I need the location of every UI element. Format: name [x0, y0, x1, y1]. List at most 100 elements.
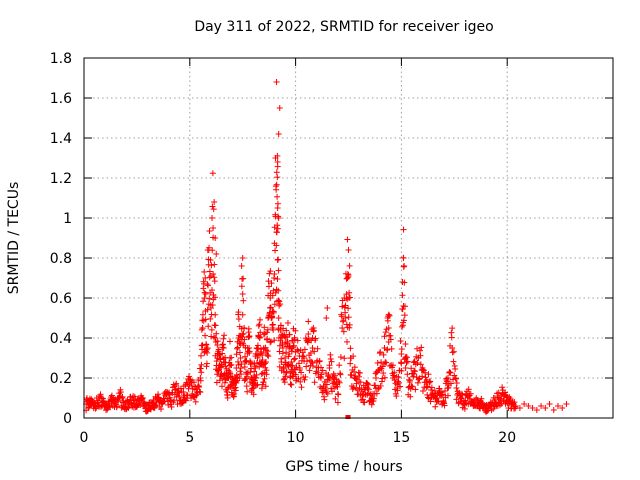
data-point — [206, 268, 213, 275]
data-point — [298, 384, 305, 391]
grid-lines — [84, 58, 613, 418]
data-point — [129, 395, 136, 401]
data-point — [267, 268, 274, 275]
data-point — [525, 403, 532, 409]
data-point — [210, 271, 217, 277]
data-point — [85, 404, 92, 411]
data-point — [207, 257, 214, 264]
data-point — [399, 279, 406, 285]
data-point — [240, 275, 247, 282]
data-point — [350, 384, 357, 391]
data-point — [232, 387, 239, 394]
data-point — [256, 321, 263, 328]
data-point — [279, 350, 286, 357]
data-point — [423, 384, 430, 391]
data-point — [265, 283, 272, 290]
data-point — [450, 348, 457, 355]
data-point — [246, 345, 253, 351]
data-point — [337, 354, 344, 361]
data-point — [293, 364, 300, 371]
data-point — [254, 355, 261, 361]
data-point — [441, 402, 448, 409]
data-point — [375, 385, 382, 392]
data-point — [315, 369, 322, 376]
data-point — [373, 375, 380, 381]
data-point — [381, 333, 388, 340]
data-point — [210, 334, 217, 341]
data-point — [495, 395, 502, 401]
data-point — [273, 242, 280, 249]
data-point — [117, 389, 124, 396]
data-point — [323, 381, 330, 388]
data-point — [261, 375, 268, 382]
data-point — [356, 379, 363, 385]
data-point — [180, 389, 187, 395]
data-point — [220, 341, 227, 348]
data-point — [296, 365, 303, 371]
data-point — [192, 398, 199, 405]
data-point — [275, 297, 282, 304]
data-point — [397, 337, 404, 344]
data-point — [176, 393, 183, 399]
data-point — [339, 303, 346, 310]
data-point — [155, 395, 162, 401]
data-point — [352, 375, 359, 382]
data-point — [273, 181, 280, 188]
data-point — [407, 393, 414, 400]
data-point — [374, 359, 381, 366]
data-point — [274, 193, 281, 200]
data-point — [257, 329, 264, 336]
data-point — [214, 338, 221, 345]
data-point — [108, 397, 115, 403]
data-point — [220, 335, 227, 342]
data-point — [287, 381, 294, 388]
data-point — [91, 403, 98, 409]
data-point — [326, 375, 333, 382]
data-point — [559, 405, 566, 411]
data-point — [236, 349, 243, 356]
data-point — [385, 311, 392, 318]
data-point — [306, 367, 313, 374]
data-point — [275, 256, 282, 263]
y-tick-label: 0 — [63, 411, 72, 427]
data-point — [310, 325, 317, 331]
data-point — [346, 294, 353, 301]
data-point — [210, 225, 217, 231]
data-point — [243, 383, 250, 390]
data-point — [449, 345, 456, 351]
data-point — [239, 291, 246, 297]
data-point — [224, 394, 231, 401]
data-point — [483, 405, 490, 411]
data-point — [274, 225, 281, 232]
data-point — [159, 401, 166, 407]
data-point — [412, 386, 419, 393]
y-tick-labels: 0 0.2 0.4 0.6 0.8 1 1.2 1.4 1.6 1.8 — [50, 51, 72, 427]
data-point — [321, 396, 328, 403]
data-point — [212, 335, 219, 341]
data-point — [444, 378, 451, 385]
data-point — [478, 395, 485, 402]
data-point — [521, 401, 528, 407]
data-point — [275, 315, 282, 321]
data-point — [331, 372, 338, 379]
data-point — [229, 379, 236, 385]
data-point — [171, 387, 178, 393]
data-point — [239, 311, 246, 318]
data-point — [201, 268, 208, 275]
data-point — [380, 370, 387, 377]
data-point — [325, 371, 332, 378]
data-point — [453, 385, 460, 391]
data-point — [291, 336, 298, 343]
data-point — [309, 345, 316, 351]
data-point — [461, 405, 468, 412]
data-point — [246, 348, 253, 355]
data-point — [271, 271, 278, 277]
data-point — [277, 301, 284, 308]
data-point — [398, 367, 405, 374]
data-point — [235, 361, 242, 368]
data-point — [311, 379, 318, 386]
data-point — [313, 359, 320, 365]
data-point — [208, 262, 215, 269]
data-point — [233, 345, 240, 352]
data-point — [317, 375, 324, 381]
